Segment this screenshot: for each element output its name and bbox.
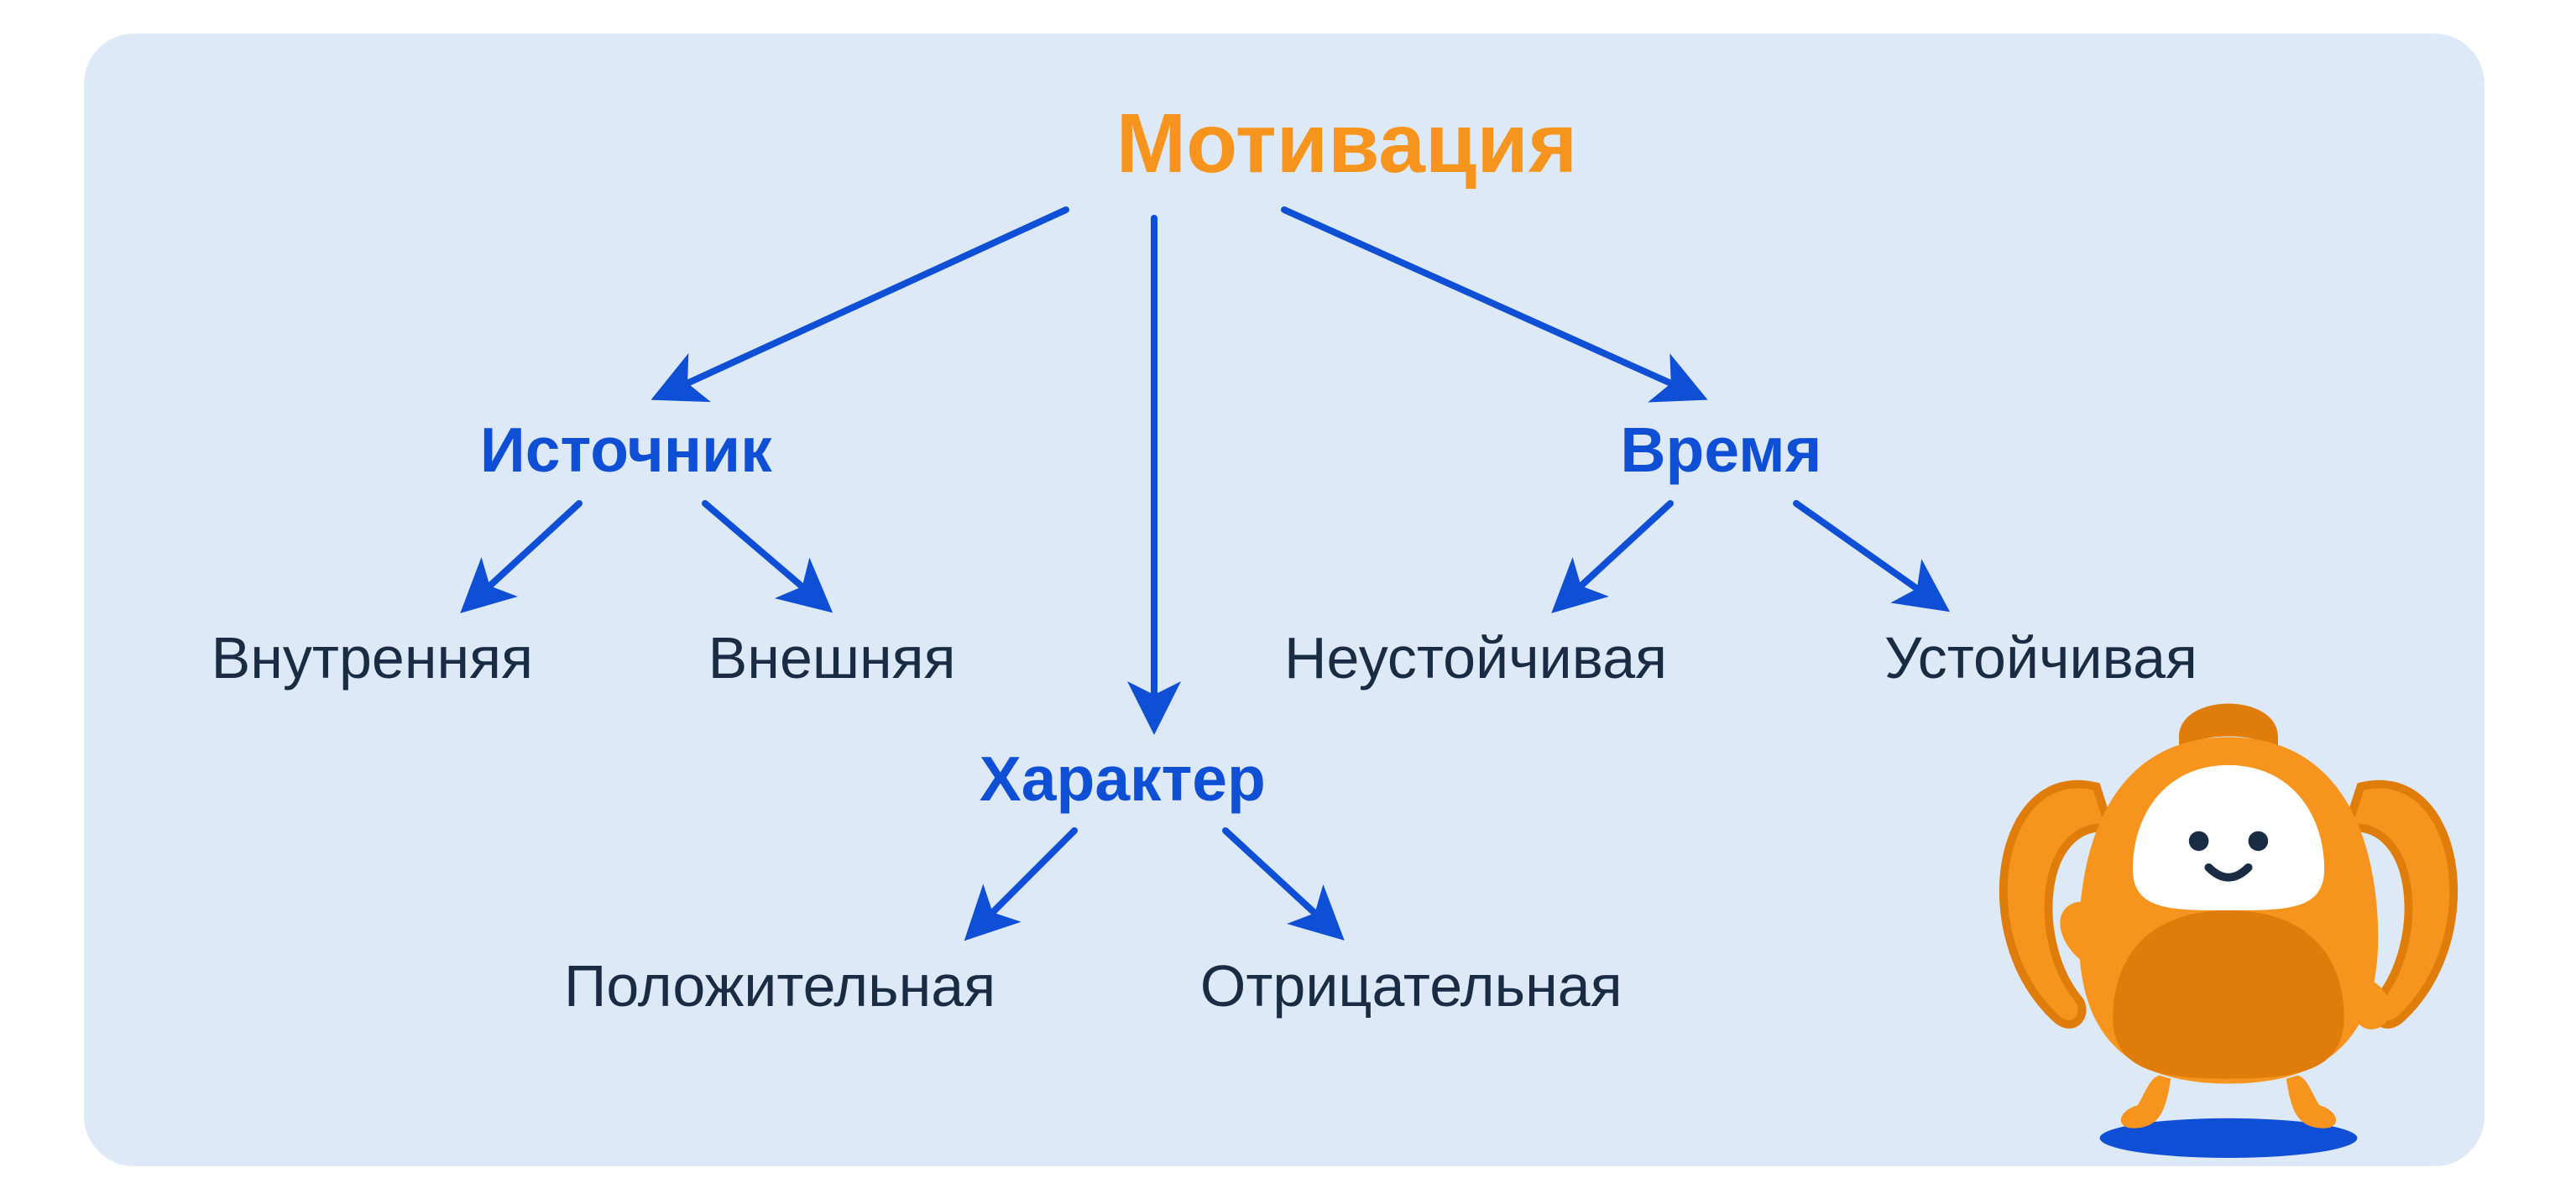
tree-category-time: Время (1620, 419, 1821, 482)
mascot-eye-right (2249, 831, 2269, 852)
mascot-eye-left (2189, 831, 2209, 852)
tree-leaf-character-0: Положительная (564, 957, 995, 1015)
mascot-leg-right (2286, 1076, 2336, 1129)
tree-category-source: Источник (480, 419, 772, 482)
backpack-mascot-icon (1981, 663, 2476, 1158)
tree-leaf-time-0: Неустойчивая (1284, 628, 1667, 687)
tree-category-character: Характер (980, 748, 1266, 811)
tree-leaf-character-1: Отрицательная (1200, 957, 1622, 1015)
tree-root-title: Мотивация (1116, 102, 1577, 185)
tree-leaf-source-0: Внутренняя (212, 628, 533, 687)
tree-leaf-source-1: Внешняя (708, 628, 956, 687)
mascot-pocket (2113, 910, 2343, 1079)
mascot-leg-left (2121, 1076, 2171, 1129)
